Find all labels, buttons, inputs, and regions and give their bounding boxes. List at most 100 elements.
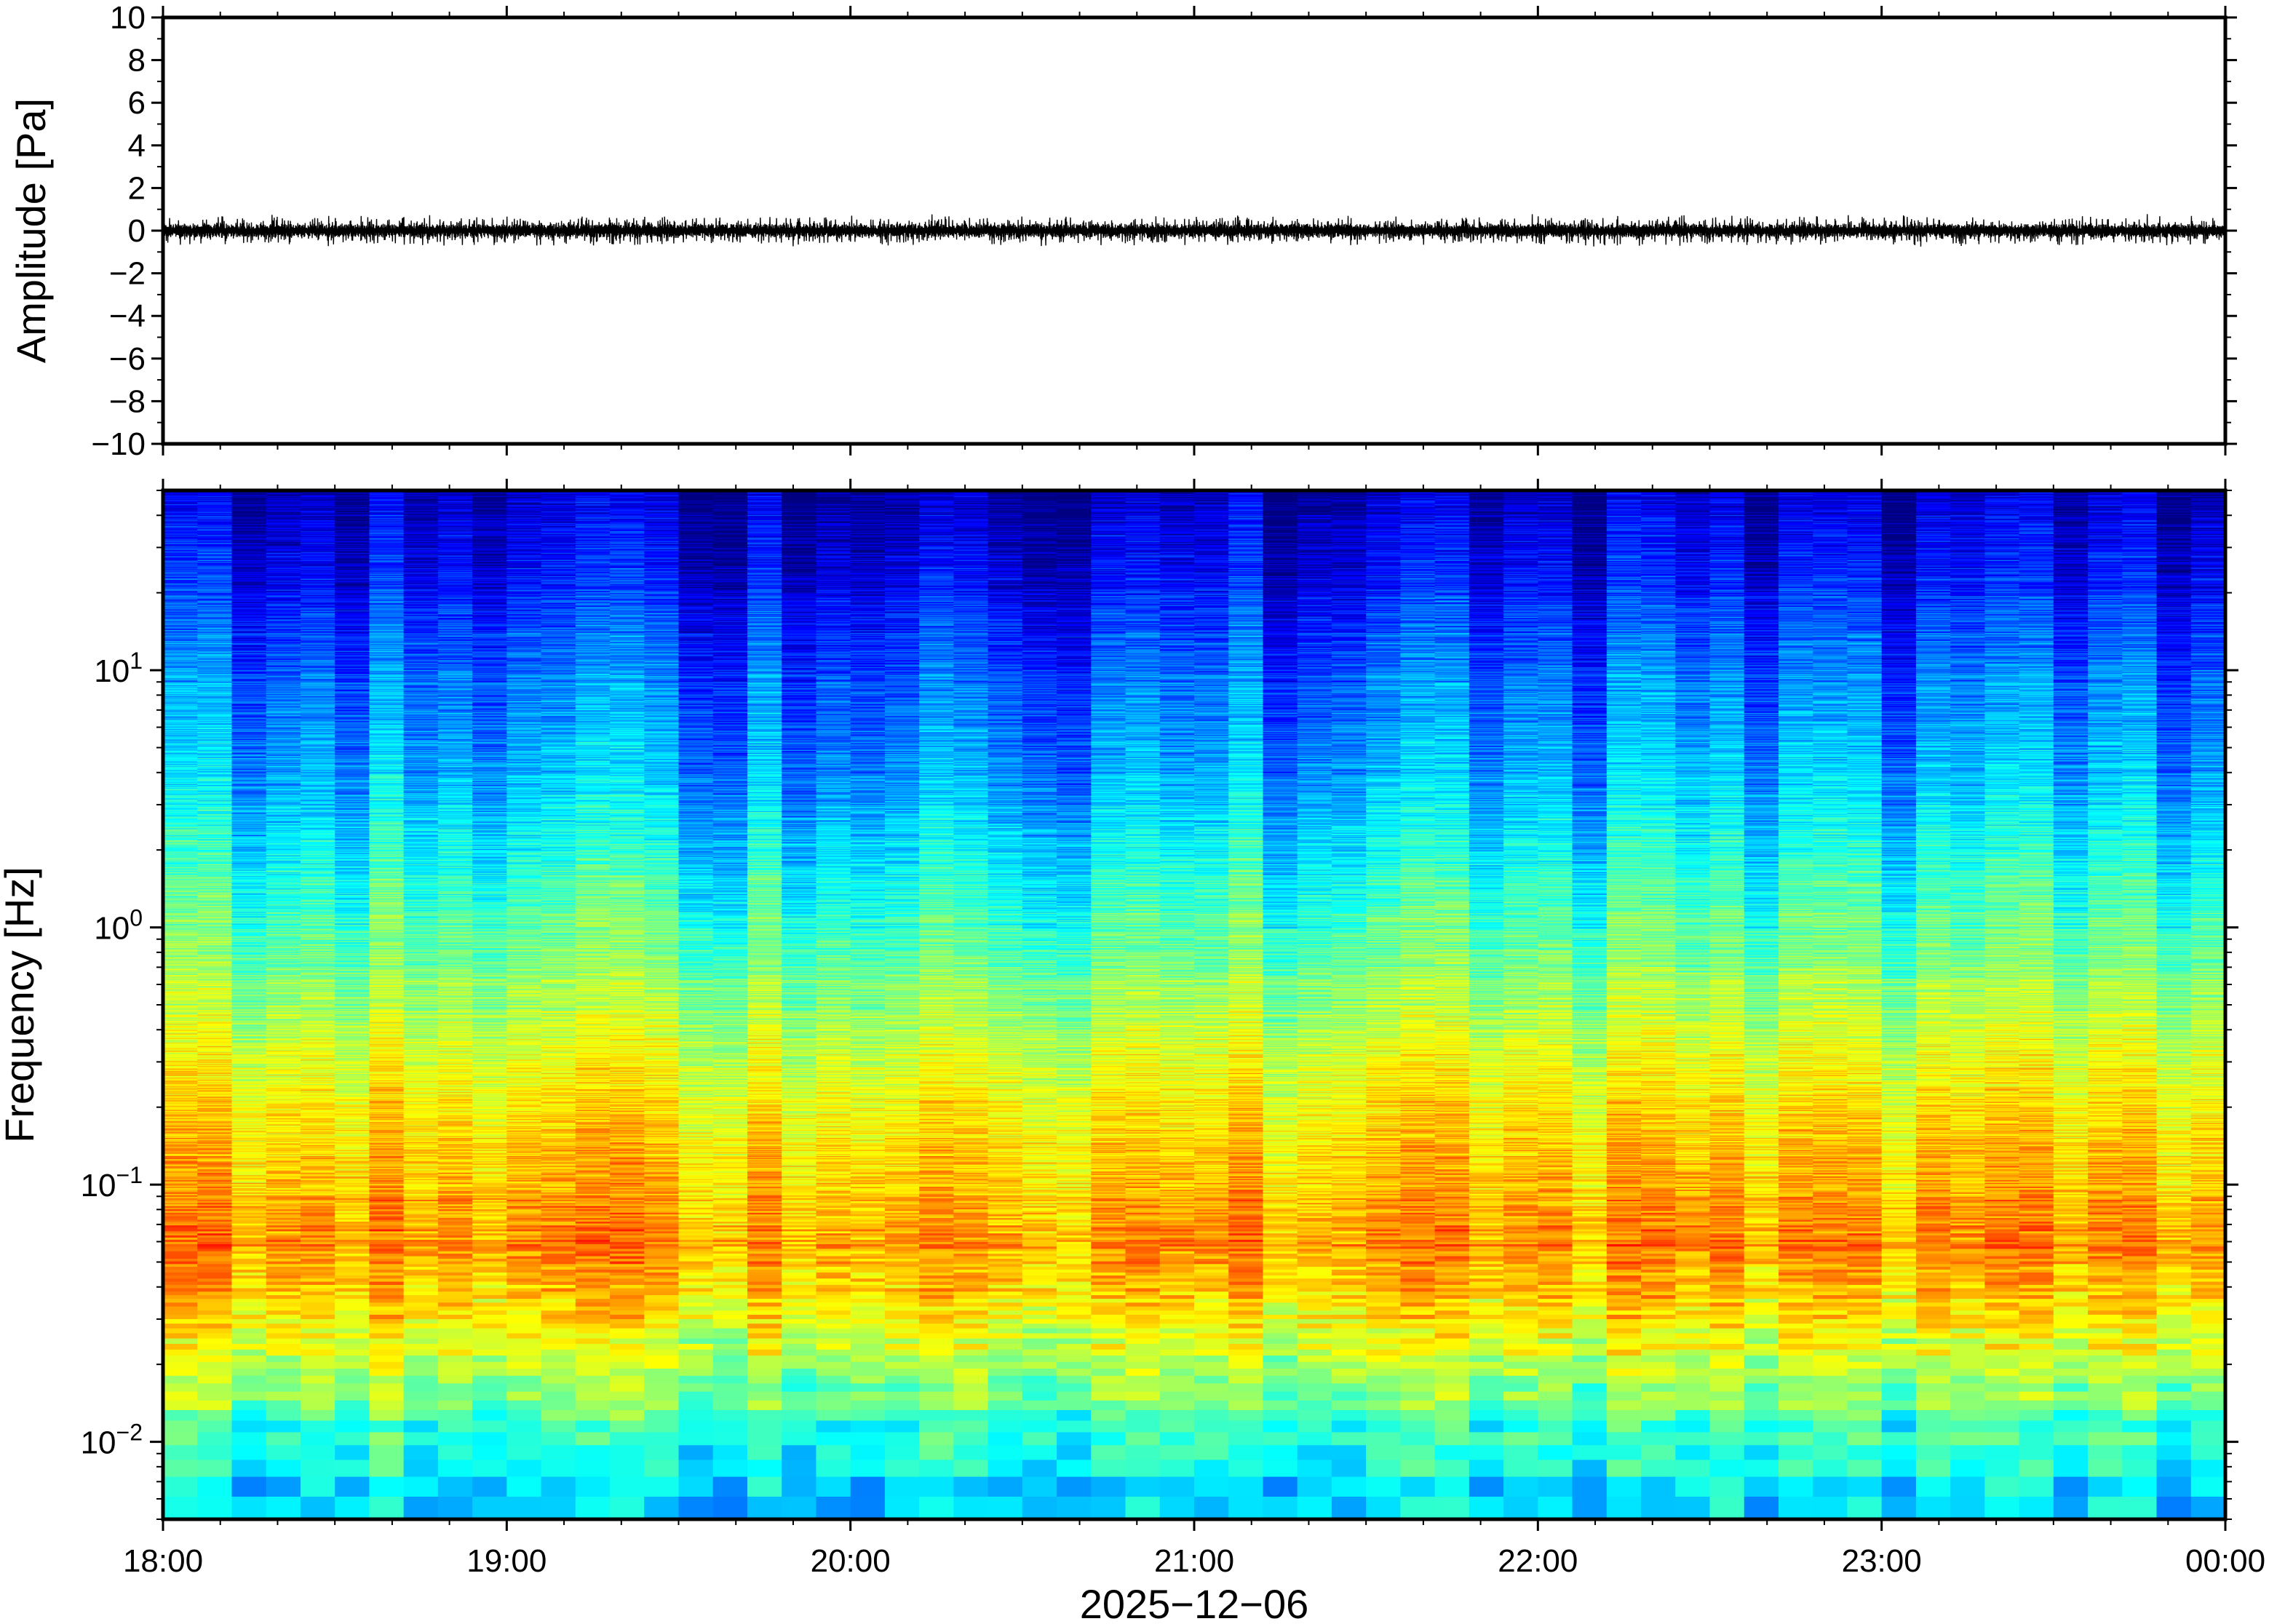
spectrogram-cell: [472, 1409, 507, 1420]
spectrogram-cell: [541, 1323, 576, 1328]
spectrogram-cell: [851, 1310, 886, 1315]
spectrogram-cell: [1538, 1314, 1573, 1319]
spectrogram-cell: [679, 1375, 714, 1383]
spectrogram-cell: [1675, 1333, 1710, 1339]
spectrogram-cell: [1126, 1496, 1161, 1520]
spectrogram-cell: [541, 1288, 576, 1292]
spectrogram-cell: [1813, 1409, 1848, 1420]
spectrogram-cell: [782, 1391, 816, 1401]
spectrogram-cell: [301, 1338, 335, 1344]
spectrogram-cell: [679, 1349, 714, 1356]
spectrogram-cell: [2191, 1338, 2226, 1344]
spectrogram-cell: [1228, 1375, 1263, 1383]
spectrogram-cell: [576, 1302, 611, 1306]
spectrogram-cell: [369, 1432, 404, 1446]
spectrogram-cell: [1984, 1288, 2019, 1292]
spectrogram-cell: [1916, 1400, 1951, 1410]
spectrogram-cell: [1298, 1306, 1332, 1310]
spectrogram-cell: [1847, 1409, 1882, 1420]
spectrogram-cell: [541, 1496, 576, 1520]
spectrogram-cell: [1091, 1383, 1126, 1392]
spectrogram-cell: [885, 1476, 920, 1497]
spectrogram-cell: [2054, 1284, 2089, 1288]
spectrogram-cell: [1091, 1460, 1126, 1477]
spectrogram-cell: [2019, 1310, 2054, 1315]
spectrogram-cell: [2054, 1496, 2089, 1520]
spectrogram-cell: [369, 1284, 404, 1288]
spectrogram-cell: [438, 1298, 473, 1302]
spectrogram-cell: [816, 1444, 851, 1460]
spectrogram-cell: [1538, 1333, 1573, 1339]
spectrogram-cell: [231, 1318, 266, 1324]
spectrogram-cell: [1469, 1333, 1504, 1339]
spectrogram-cell: [1538, 1328, 1573, 1334]
spectrogram-cell: [2054, 1338, 2089, 1344]
spectrogram-cell: [1503, 1476, 1538, 1497]
spectrogram-cell: [1984, 1314, 2019, 1319]
spectrogram-cell: [335, 1349, 370, 1356]
spectrogram-cell: [2088, 1310, 2123, 1315]
spectrogram-cell: [1641, 1383, 1676, 1392]
spectrogram-cell: [369, 1328, 404, 1334]
spectrogram-cell: [1641, 1310, 1676, 1315]
spectrogram-cell: [1469, 1375, 1504, 1383]
spectrogram-cell: [1332, 1338, 1367, 1344]
spectrogram-cell: [644, 1291, 679, 1295]
spectrogram-cell: [1916, 1333, 1951, 1339]
spectrogram-cell: [506, 1294, 541, 1299]
spectrogram-cell: [1263, 1298, 1298, 1302]
spectrogram-cell: [301, 1298, 335, 1302]
spectrogram-cell: [1882, 1361, 1917, 1369]
spectrogram-cell: [2191, 1284, 2226, 1288]
spectrogram-cell: [782, 1310, 816, 1315]
spectrogram-cell: [816, 1338, 851, 1344]
spectrogram-cell: [1710, 1496, 1745, 1520]
spectrogram-cell: [335, 1432, 370, 1446]
spectrogram-cell: [1160, 1328, 1195, 1334]
spectrogram-cell: [885, 1291, 920, 1295]
spectrogram-cell: [1160, 1361, 1195, 1369]
spectrogram-cell: [163, 1291, 198, 1295]
spectrogram-cell: [782, 1355, 816, 1362]
spectrogram-cell: [2157, 1338, 2192, 1344]
spectrogram-cell: [197, 1294, 232, 1299]
spectrogram-cell: [1607, 1284, 1642, 1288]
spectrogram-cell: [1469, 1349, 1504, 1356]
spectrogram-cell: [1366, 1375, 1401, 1383]
spectrogram-cell: [1298, 1328, 1332, 1334]
spectrogram-cell: [1022, 1328, 1057, 1334]
spectrogram-cell: [472, 1460, 507, 1477]
spectrogram-cell: [644, 1391, 679, 1401]
spectrogram-cell: [1813, 1318, 1848, 1324]
spectrogram-cell: [1847, 1496, 1882, 1520]
spectrogram-cell: [1744, 1338, 1779, 1344]
spectrogram-cell: [1950, 1291, 1985, 1295]
spectrogram-cell: [1950, 1310, 1985, 1315]
spectrogram-cell: [1366, 1291, 1401, 1295]
spectrogram-cell: [1950, 1298, 1985, 1302]
spectrogram-cell: [988, 1409, 1023, 1420]
spectrogram-cell: [988, 1420, 1023, 1433]
spectrogram-cell: [2019, 1291, 2054, 1295]
spectrogram-cell: [1538, 1349, 1573, 1356]
spectrogram-cell: [2019, 1314, 2054, 1319]
spectrogram-cell: [679, 1314, 714, 1319]
spectrogram-cell: [1984, 1409, 2019, 1420]
spectrogram-cell: [851, 1409, 886, 1420]
spectrogram-cell: [851, 1444, 886, 1460]
spectrogram-cell: [1503, 1302, 1538, 1306]
spectrogram-cell: [1263, 1383, 1298, 1392]
spectrogram-cell: [816, 1310, 851, 1315]
spectrogram-cell: [335, 1375, 370, 1383]
spectrogram-cell: [816, 1496, 851, 1520]
spectrogram-cell: [851, 1496, 886, 1520]
spectrogram-cell: [1847, 1298, 1882, 1302]
spectrogram-cell: [816, 1306, 851, 1310]
spectrogram-cell: [335, 1306, 370, 1310]
spectrogram-cell: [816, 1291, 851, 1295]
spectrogram-cell: [541, 1298, 576, 1302]
spectrogram-cell: [163, 1496, 198, 1520]
spectrogram-cell: [679, 1391, 714, 1401]
spectrogram-cell: [1813, 1310, 1848, 1315]
spectrogram-cell: [163, 1298, 198, 1302]
